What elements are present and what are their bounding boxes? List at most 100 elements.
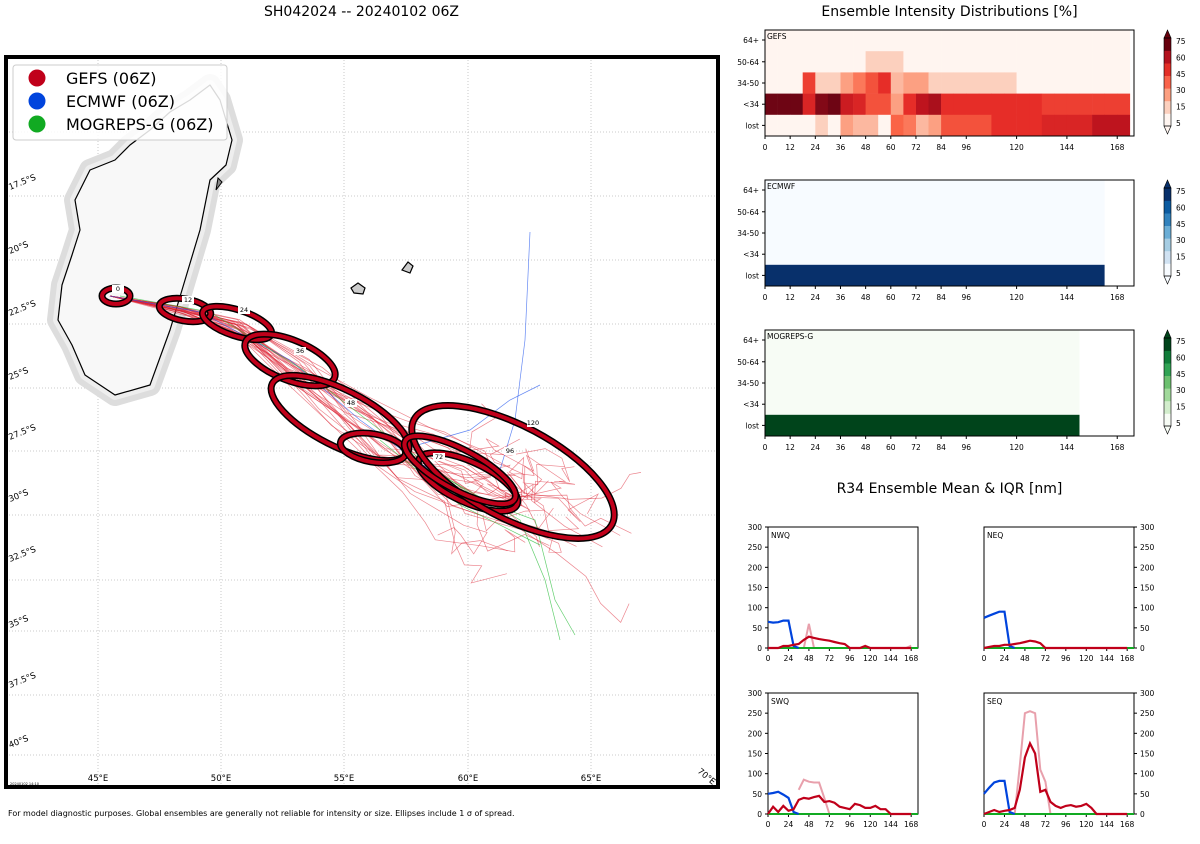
gefs-iqr-line xyxy=(1013,710,1052,815)
heatmap-cell xyxy=(827,51,841,73)
heatmap-cell xyxy=(1016,114,1030,137)
x-tick-label: 60 xyxy=(886,293,896,302)
heatmap-cell xyxy=(1004,114,1017,137)
heatmap-cell xyxy=(1054,114,1068,137)
lon-label: 60°E xyxy=(458,774,478,784)
heatmap-cell xyxy=(1016,51,1030,73)
colorbar-tick-label: 45 xyxy=(1176,370,1186,379)
heatmap-cell xyxy=(903,93,917,116)
ellipse-label-bg xyxy=(504,447,516,455)
colorbar-tick-label: 30 xyxy=(1176,386,1186,395)
intensity-heatmaps-svg: GEFS 64+ 50-64 34-50 <34 lost 0 12 24 36 48 60 72 84 9… xyxy=(737,29,1186,452)
colorbar-tick-label: 5 xyxy=(1176,419,1181,428)
y-tick-label: 250 xyxy=(748,543,763,552)
x-tick-label: 72 xyxy=(911,143,921,152)
x-tick-label: 120 xyxy=(1009,143,1024,152)
gefs-track-line xyxy=(109,295,642,500)
heatmap-cell xyxy=(827,72,841,94)
y-tick-label: 250 xyxy=(1140,543,1155,552)
heatmap-cell xyxy=(978,30,992,52)
legend-mogreps-label: MOGREPS-G (06Z) xyxy=(66,115,213,134)
heatmap-cell xyxy=(840,72,854,94)
y-tick-label: 100 xyxy=(1140,604,1155,613)
heatmap-cell xyxy=(953,30,967,52)
y-tick-label: lost xyxy=(745,271,759,280)
r34-panel-neq: NEQ 0 50 100 150 200 250 300 0 24 48 72 96 120 144 168 xyxy=(982,523,1155,663)
colorbar-swatch xyxy=(1164,225,1171,239)
heatmap-cell xyxy=(1104,51,1118,73)
heatmap-cell xyxy=(916,51,929,73)
colorbar-tick-label: 15 xyxy=(1176,403,1186,412)
heatmap-cell xyxy=(928,30,942,52)
x-tick-label: 168 xyxy=(1120,654,1135,663)
heatmap-cell xyxy=(827,114,841,137)
heatmap-cell xyxy=(802,51,816,73)
heatmap-cell xyxy=(802,30,816,52)
x-tick-label: 24 xyxy=(784,820,794,829)
legend-gefs-marker xyxy=(28,69,46,87)
x-tick-label: 12 xyxy=(785,293,795,302)
heatmap-cell xyxy=(941,51,954,73)
heatmap-cell xyxy=(815,51,829,73)
heatmap-cell xyxy=(790,93,804,116)
heatmap-cell xyxy=(777,72,791,94)
x-tick-label: 48 xyxy=(1020,654,1030,663)
heatmap-cell xyxy=(1016,72,1030,94)
y-tick-label: 50-64 xyxy=(737,58,759,67)
lon-label: 65°E xyxy=(581,774,601,784)
heatmap-cell xyxy=(991,30,1005,52)
x-tick-label: 168 xyxy=(904,654,919,663)
heatmap-model-label: MOGREPS-G xyxy=(767,332,813,341)
heatmap-cell xyxy=(941,114,954,137)
heatmap-cell xyxy=(1029,93,1043,116)
x-tick-label: 0 xyxy=(763,293,768,302)
x-tick-label: 48 xyxy=(804,820,814,829)
heatmap-cell xyxy=(978,72,992,94)
y-tick-label: 100 xyxy=(1140,770,1155,779)
legend-gefs-label: GEFS (06Z) xyxy=(66,69,156,88)
map-frame xyxy=(4,55,720,789)
y-tick-label: lost xyxy=(745,121,759,130)
colorbar-tick-label: 30 xyxy=(1176,86,1186,95)
spread-ellipses: 0 12 24 36 48 72 96 120 xyxy=(98,284,618,542)
x-tick-label: 168 xyxy=(1120,820,1135,829)
r34-quadrant-label: SWQ xyxy=(771,697,789,706)
y-tick-label: 250 xyxy=(1140,709,1155,718)
heatmap-cell xyxy=(1041,72,1055,94)
heatmap-cell xyxy=(1016,93,1030,116)
r34-quadrant-label: NWQ xyxy=(771,531,790,540)
x-tick-label: 36 xyxy=(836,293,846,302)
x-tick-label: 48 xyxy=(1020,820,1030,829)
heatmap-model-label: GEFS xyxy=(767,32,787,41)
heatmap-cell xyxy=(853,51,866,73)
intensity-panel-gefs: GEFS 64+ 50-64 34-50 <34 lost 0 12 24 36 48 60 72 84 9… xyxy=(737,29,1186,152)
colorbar-frame xyxy=(1163,37,1172,127)
x-tick-label: 60 xyxy=(886,143,896,152)
x-tick-label: 120 xyxy=(863,820,878,829)
heatmap-cell xyxy=(966,30,980,52)
x-tick-label: 120 xyxy=(1009,293,1024,302)
x-tick-label: 84 xyxy=(936,143,946,152)
heatmap-cell xyxy=(1041,51,1055,73)
heatmap-cell xyxy=(1092,72,1105,94)
colorbar-swatch xyxy=(1164,338,1171,351)
heatmap-cell xyxy=(1079,51,1093,73)
heatmap-cell xyxy=(1029,72,1043,94)
heatmap-cell xyxy=(777,30,791,52)
y-tick-label: 200 xyxy=(1140,729,1155,738)
colorbar-extend-top xyxy=(1163,29,1172,39)
colorbar-swatch xyxy=(1164,413,1171,427)
ellipse-hour-label: 48 xyxy=(347,399,355,407)
x-tick-label: 168 xyxy=(1110,293,1125,302)
heatmap-cell xyxy=(1104,114,1118,137)
ellipse-label-bg xyxy=(182,296,194,304)
heatmap-cell xyxy=(890,72,904,94)
gefs-mean-line xyxy=(767,794,912,816)
x-tick-label: 96 xyxy=(961,443,971,452)
map-legend: GEFS (06Z) ECMWF (06Z) MOGREPS-G (06Z) xyxy=(12,64,228,141)
y-tick-label: 0 xyxy=(757,810,762,819)
heatmap-cell xyxy=(853,30,866,52)
heatmap-cell xyxy=(765,114,778,137)
heatmap-cell xyxy=(1117,93,1131,116)
intensity-panel-mogreps-g: MOGREPS-G 64+ 50-64 34-50 <34 lost 0 12 24 36 48 60… xyxy=(737,329,1186,452)
